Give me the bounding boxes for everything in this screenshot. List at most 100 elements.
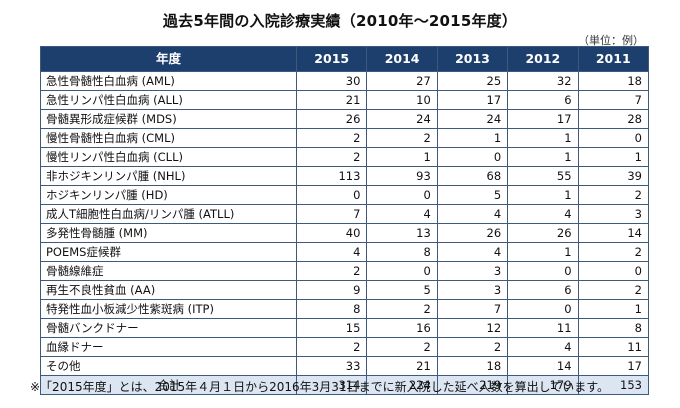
- cell-value: 1: [507, 185, 579, 205]
- cell-value: 39: [577, 166, 649, 186]
- cell-value: 0: [366, 261, 438, 281]
- cell-value: 2: [577, 242, 649, 262]
- header-2013: 2013: [436, 46, 509, 72]
- cell-value: 2: [295, 337, 368, 357]
- header-row: 年度 2015 2014 2013 2012 2011: [40, 46, 649, 72]
- cell-value: 93: [366, 166, 438, 186]
- cell-value: 33: [295, 356, 368, 376]
- cell-value: 8: [295, 299, 368, 319]
- cell-value: 15: [295, 318, 368, 338]
- table-row: 血縁ドナー 2 2 2 4 11: [40, 337, 649, 357]
- cell-value: 12: [436, 318, 509, 338]
- table-row: 急性骨髄性白血病 (AML) 30 27 25 32 18: [40, 71, 649, 91]
- table-row: 骨髄バンクドナー 15 16 12 11 8: [40, 318, 649, 338]
- cell-value: 17: [507, 109, 579, 129]
- cell-value: 2: [577, 185, 649, 205]
- table-row: 慢性骨髄性白血病 (CML) 2 2 1 1 0: [40, 128, 649, 148]
- row-label: 成人T細胞性白血病/リンパ腫 (ATLL): [40, 204, 297, 224]
- row-label: 多発性骨髄腫 (MM): [40, 223, 297, 243]
- cell-value: 28: [577, 109, 649, 129]
- cell-value: 13: [366, 223, 438, 243]
- cell-value: 17: [436, 90, 509, 110]
- cell-value: 0: [295, 185, 368, 205]
- cell-value: 2: [295, 261, 368, 281]
- cell-value: 68: [436, 166, 509, 186]
- cell-value: 18: [577, 71, 649, 91]
- cell-value: 1: [507, 128, 579, 148]
- row-label: 急性骨髄性白血病 (AML): [40, 71, 297, 91]
- row-label: 骨髄線維症: [40, 261, 297, 281]
- cell-value: 32: [507, 71, 579, 91]
- row-label: 非ホジキンリンパ腫 (NHL): [40, 166, 297, 186]
- cell-value: 2: [366, 337, 438, 357]
- cell-value: 0: [507, 299, 579, 319]
- page-title: 過去5年間の入院診療実績（2010年〜2015年度）: [162, 12, 518, 30]
- cell-value: 6: [507, 280, 579, 300]
- table-row: 慢性リンパ性白血病 (CLL) 2 1 0 1 1: [40, 147, 649, 167]
- cell-value: 14: [507, 356, 579, 376]
- cell-value: 6: [507, 90, 579, 110]
- cell-value: 1: [366, 147, 438, 167]
- cell-value: 24: [366, 109, 438, 129]
- cell-value: 5: [436, 185, 509, 205]
- cell-value: 3: [577, 204, 649, 224]
- cell-value: 0: [577, 128, 649, 148]
- cell-value: 2: [366, 128, 438, 148]
- cell-value: 2: [295, 147, 368, 167]
- table-row: 成人T細胞性白血病/リンパ腫 (ATLL) 7 4 4 4 3: [40, 204, 649, 224]
- cell-value: 2: [436, 337, 509, 357]
- row-label: 慢性骨髄性白血病 (CML): [40, 128, 297, 148]
- cell-value: 24: [436, 109, 509, 129]
- cell-value: 0: [436, 147, 509, 167]
- cell-value: 224: [366, 375, 438, 395]
- cell-value: 1: [577, 147, 649, 167]
- table-row: その他 33 21 18 14 17: [40, 356, 649, 376]
- table-row: ホジキンリンパ腫 (HD) 0 0 5 1 2: [40, 185, 649, 205]
- table-row: 多発性骨髄腫 (MM) 40 13 26 26 14: [40, 223, 649, 243]
- cell-value: 4: [436, 204, 509, 224]
- cell-value: 4: [366, 204, 438, 224]
- cell-value: 0: [366, 185, 438, 205]
- row-label: ホジキンリンパ腫 (HD): [40, 185, 297, 205]
- header-2012: 2012: [507, 46, 579, 72]
- table-row: 再生不良性貧血 (AA) 9 5 3 6 2: [40, 280, 649, 300]
- header-2015: 2015: [295, 46, 368, 72]
- row-label: 合計: [40, 375, 297, 395]
- row-label: 再生不良性貧血 (AA): [40, 280, 297, 300]
- cell-value: 11: [577, 337, 649, 357]
- cell-value: 0: [507, 261, 579, 281]
- cell-value: 27: [366, 71, 438, 91]
- cell-value: 8: [577, 318, 649, 338]
- table-row: POEMS症候群 4 8 4 1 2: [40, 242, 649, 262]
- cell-value: 4: [295, 242, 368, 262]
- table-row: 骨髄異形成症候群 (MDS) 26 24 24 17 28: [40, 109, 649, 129]
- cell-value: 26: [295, 109, 368, 129]
- table-row: 特発性血小板減少性紫斑病 (ITP) 8 2 7 0 1: [40, 299, 649, 319]
- cell-value: 9: [295, 280, 368, 300]
- cell-value: 1: [507, 242, 579, 262]
- cell-value: 21: [295, 90, 368, 110]
- cell-value: 7: [295, 204, 368, 224]
- cell-value: 1: [507, 147, 579, 167]
- cell-value: 5: [366, 280, 438, 300]
- cell-value: 2: [577, 280, 649, 300]
- table-row: 急性リンパ性白血病 (ALL) 21 10 17 6 7: [40, 90, 649, 110]
- cell-value: 17: [577, 356, 649, 376]
- cell-value: 2: [366, 299, 438, 319]
- row-label: その他: [40, 356, 297, 376]
- cell-value: 18: [436, 356, 509, 376]
- header-2014: 2014: [366, 46, 438, 72]
- unit-label: （単位：例）: [578, 34, 644, 47]
- cell-value: 2: [295, 128, 368, 148]
- cell-value: 0: [577, 261, 649, 281]
- cell-value: 14: [577, 223, 649, 243]
- cell-value: 3: [436, 261, 509, 281]
- cell-value: 3: [436, 280, 509, 300]
- cell-value: 8: [366, 242, 438, 262]
- cell-value: 4: [507, 204, 579, 224]
- cell-value: 113: [295, 166, 368, 186]
- row-label: 骨髄異形成症候群 (MDS): [40, 109, 297, 129]
- header-2011: 2011: [577, 46, 649, 72]
- cell-value: 7: [577, 90, 649, 110]
- cell-value: 153: [577, 375, 649, 395]
